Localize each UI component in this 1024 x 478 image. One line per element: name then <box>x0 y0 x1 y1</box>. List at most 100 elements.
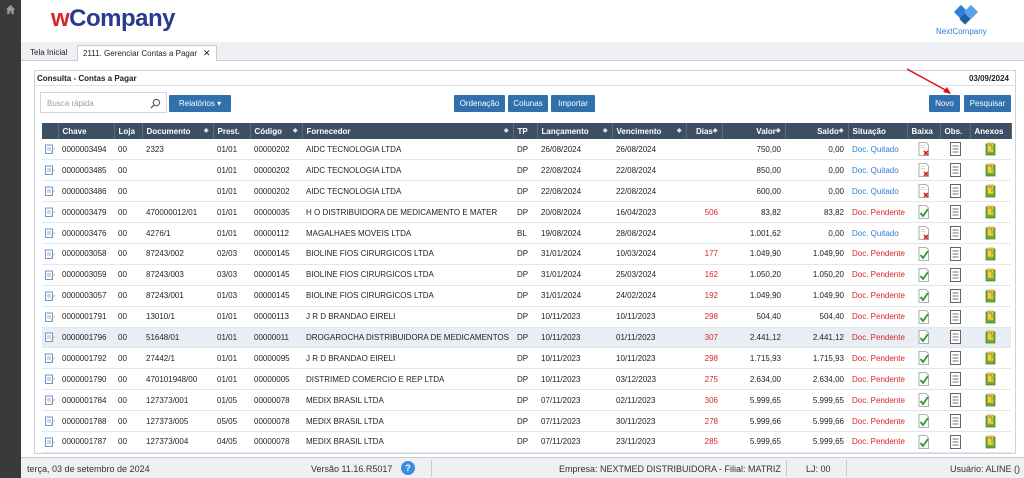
baixa-check-icon[interactable] <box>917 288 930 303</box>
table-row[interactable]: 0000001791 00 13010/1 01/01 00000113 J R D BR… <box>42 306 1011 328</box>
obs-icon[interactable] <box>949 434 962 449</box>
obs-icon[interactable] <box>949 163 962 178</box>
importar-button[interactable]: Importar <box>551 95 595 112</box>
table-row[interactable]: 0000003479 00 470000012/01 01/01 00000035 H O… <box>42 201 1011 224</box>
anexos-icon[interactable] <box>984 372 997 386</box>
anexos-icon[interactable] <box>984 163 997 177</box>
baixa-check-icon[interactable] <box>917 435 930 449</box>
obs-icon[interactable] <box>949 351 962 366</box>
baixa-check-icon[interactable] <box>917 351 930 366</box>
col-documento[interactable]: Documento ◆ <box>142 123 214 139</box>
col-loja[interactable]: Loja <box>114 123 143 139</box>
anexos-icon[interactable] <box>984 393 997 407</box>
table-row[interactable]: 0000003494 00 2323 01/01 00000202 AIDC TECNOL… <box>42 139 1011 161</box>
obs-icon[interactable] <box>949 288 962 303</box>
col-prest[interactable]: Prest. <box>213 123 251 139</box>
edit-row-icon[interactable] <box>45 165 55 176</box>
obs-icon[interactable] <box>949 372 962 387</box>
novo-button[interactable]: Novo <box>929 95 960 112</box>
edit-row-icon[interactable] <box>45 416 55 426</box>
col-vencimento[interactable]: Vencimento ◆ <box>612 123 687 139</box>
search-icon[interactable] <box>150 98 161 109</box>
edit-row-icon[interactable] <box>45 207 55 218</box>
edit-row-icon[interactable] <box>45 249 55 259</box>
edit-row-icon[interactable] <box>45 312 55 322</box>
edit-row-icon[interactable] <box>45 437 55 447</box>
baixa-check-icon[interactable] <box>917 330 930 345</box>
tab-tela-inicial[interactable]: Tela Inicial <box>30 48 68 57</box>
table-row[interactable]: 0000003058 00 87243/002 02/03 00000145 BIOLIN… <box>42 243 1011 265</box>
anexos-icon[interactable] <box>984 184 997 198</box>
table-row[interactable]: 0000003059 00 87243/003 03/03 00000145 BIOLIN… <box>42 264 1011 286</box>
table-row[interactable]: 0000001792 00 27442/1 01/01 00000095 J R D BR… <box>42 347 1011 370</box>
edit-row-icon[interactable] <box>45 144 55 155</box>
anexos-icon[interactable] <box>984 330 997 344</box>
table-row[interactable]: 0000001788 00 127373/005 05/05 00000078 MEDIX… <box>42 410 1011 432</box>
anexos-icon[interactable] <box>984 435 997 449</box>
table-row[interactable]: 0000001784 00 127373/001 01/05 00000078 MEDIX… <box>42 389 1011 412</box>
col-lancamento[interactable]: Lançamento ◆ <box>537 123 613 139</box>
anexos-icon[interactable] <box>984 268 997 282</box>
baixa-check-icon[interactable] <box>917 267 930 282</box>
obs-icon[interactable] <box>949 184 962 199</box>
cell-situacao[interactable]: Doc. Quitado <box>848 222 907 244</box>
table-row[interactable]: 0000001787 00 127373/004 04/05 00000078 MEDIX… <box>42 431 1011 453</box>
cell-situacao[interactable]: Doc. Pendente <box>848 243 907 265</box>
help-icon[interactable]: ? <box>401 461 415 475</box>
baixa-check-icon[interactable] <box>917 414 930 428</box>
obs-icon[interactable] <box>949 267 962 282</box>
col-chave[interactable]: Chave <box>58 123 115 139</box>
cell-situacao[interactable]: Doc. Pendente <box>848 306 907 328</box>
baixa-check-icon[interactable] <box>917 205 930 220</box>
anexos-icon[interactable] <box>984 142 997 156</box>
cell-situacao[interactable]: Doc. Pendente <box>848 285 907 307</box>
baixa-check-icon[interactable] <box>917 372 930 387</box>
edit-row-icon[interactable] <box>45 332 55 343</box>
col-obs[interactable]: Obs. <box>940 123 971 139</box>
obs-icon[interactable] <box>949 414 962 428</box>
edit-row-icon[interactable] <box>45 186 55 197</box>
anexos-icon[interactable] <box>984 205 997 219</box>
anexos-icon[interactable] <box>984 289 997 303</box>
close-tab-icon[interactable]: ✕ <box>203 48 211 58</box>
col-saldo[interactable]: Saldo ◆ <box>785 123 849 139</box>
pesquisar-button[interactable]: Pesquisar <box>964 95 1011 112</box>
cell-situacao[interactable]: Doc. Pendente <box>848 264 907 286</box>
edit-row-icon[interactable] <box>45 395 55 406</box>
edit-row-icon[interactable] <box>45 374 55 385</box>
table-row[interactable]: 0000003057 00 87243/001 01/03 00000145 BIOLIN… <box>42 285 1011 307</box>
col-situacao[interactable]: Situação <box>848 123 908 139</box>
anexos-icon[interactable] <box>984 226 997 240</box>
cell-situacao[interactable]: Doc. Pendente <box>848 201 907 224</box>
anexos-icon[interactable] <box>984 310 997 324</box>
cell-situacao[interactable]: Doc. Quitado <box>848 180 907 203</box>
obs-icon[interactable] <box>949 393 962 408</box>
table-row[interactable]: 0000003476 00 4276/1 01/01 00000112 MAGALHAES… <box>42 222 1011 244</box>
edit-row-icon[interactable] <box>45 228 55 238</box>
col-fornecedor[interactable]: Fornecedor ◆ <box>302 123 514 139</box>
baixa-cancel-icon[interactable] <box>917 184 930 199</box>
col-codigo[interactable]: Código ◆ <box>250 123 303 139</box>
table-row[interactable]: 0000001790 00 470101948/00 01/01 00000005 DIS… <box>42 368 1011 391</box>
obs-icon[interactable] <box>949 309 962 324</box>
baixa-cancel-icon[interactable] <box>917 163 930 178</box>
obs-icon[interactable] <box>949 226 962 240</box>
edit-row-icon[interactable] <box>45 270 55 280</box>
anexos-icon[interactable] <box>984 247 997 261</box>
col-tp[interactable]: TP <box>513 123 538 139</box>
table-row[interactable]: 0000001796 00 51648/01 01/01 00000011 DROGARO… <box>42 327 1011 349</box>
cell-situacao[interactable]: Doc. Pendente <box>848 327 907 349</box>
col-valor[interactable]: Valor ◆ <box>722 123 786 139</box>
edit-row-icon[interactable] <box>45 291 55 301</box>
colunas-button[interactable]: Colunas <box>508 95 548 112</box>
obs-icon[interactable] <box>949 142 962 157</box>
obs-icon[interactable] <box>949 246 962 261</box>
col-dias[interactable]: Dias ◆ <box>686 123 723 139</box>
col-anexos[interactable]: Anexos <box>970 123 1012 139</box>
cell-situacao[interactable]: Doc. Pendente <box>848 431 907 453</box>
relatorios-button[interactable]: Relatórios ▾ <box>169 95 231 112</box>
cell-situacao[interactable]: Doc. Quitado <box>848 159 907 182</box>
baixa-check-icon[interactable] <box>917 309 930 324</box>
cell-situacao[interactable]: Doc. Pendente <box>848 410 907 432</box>
obs-icon[interactable] <box>949 330 962 345</box>
